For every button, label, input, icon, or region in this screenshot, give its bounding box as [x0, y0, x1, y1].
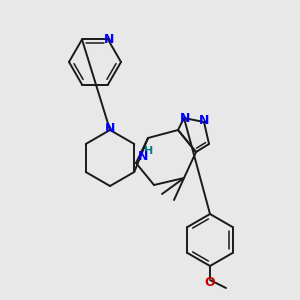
Text: N: N — [138, 149, 148, 163]
Text: O: O — [205, 277, 215, 290]
Text: N: N — [104, 33, 114, 46]
Text: N: N — [199, 115, 209, 128]
Text: N: N — [180, 112, 190, 125]
Text: N: N — [105, 122, 115, 136]
Text: H: H — [145, 146, 154, 156]
